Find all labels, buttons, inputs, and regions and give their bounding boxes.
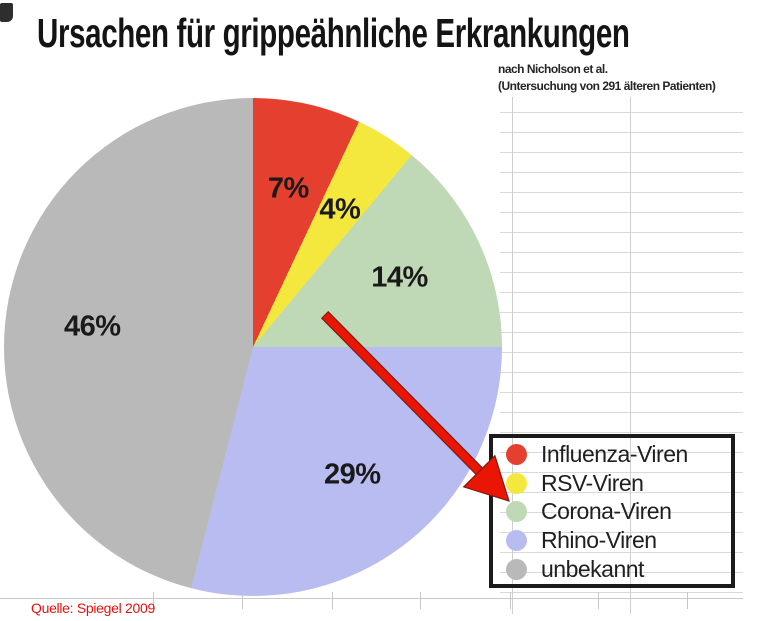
grid-tick — [332, 592, 333, 609]
corner-artifact — [0, 3, 13, 22]
chart-subtitle: nach Nicholson et al. (Untersuchung von … — [498, 61, 716, 94]
legend-box: Influenza-Viren RSV-Viren Corona-Viren Rhin… — [489, 434, 735, 588]
legend-swatch-icon — [506, 501, 527, 523]
pie-chart — [4, 98, 502, 596]
chart-title: Ursachen für grippeähnliche Erkrankungen — [37, 10, 630, 56]
legend-swatch-icon — [506, 559, 527, 581]
grid-tick — [153, 592, 154, 609]
legend-swatch-icon — [506, 472, 527, 494]
grid-bottom-line — [0, 598, 743, 599]
legend-item-label: Influenza-Viren — [541, 440, 688, 467]
chart-subtitle-line1: nach Nicholson et al. — [498, 62, 608, 76]
grid-tick — [598, 592, 599, 609]
legend-item-label: unbekannt — [541, 556, 644, 583]
legend-swatch-icon — [506, 530, 527, 552]
legend-item-label: Corona-Viren — [541, 498, 672, 525]
legend-item-label: RSV-Viren — [541, 469, 644, 496]
legend-item-label: Rhino-Viren — [541, 527, 657, 554]
grid-tick — [687, 592, 688, 609]
grid-vertical-line — [512, 97, 513, 614]
legend-item-unbekannt: unbekannt — [493, 555, 731, 584]
legend-item-rsv-viren: RSV-Viren — [493, 469, 731, 498]
grid-tick — [510, 592, 511, 609]
source-credit: Quelle: Spiegel 2009 — [31, 600, 155, 616]
grid-horizontal-lines — [500, 112, 743, 594]
grid-tick — [242, 592, 243, 609]
legend-item-rhino-viren: Rhino-Viren — [493, 526, 731, 555]
chart-subtitle-line2: (Untersuchung von 291 älteren Patienten) — [498, 78, 716, 93]
grid-vertical-line — [630, 97, 631, 614]
legend-item-corona-viren: Corona-Viren — [493, 498, 731, 527]
legend-swatch-icon — [506, 443, 527, 465]
grid-tick — [420, 592, 421, 609]
legend-item-influenza-viren: Influenza-Viren — [493, 440, 731, 469]
